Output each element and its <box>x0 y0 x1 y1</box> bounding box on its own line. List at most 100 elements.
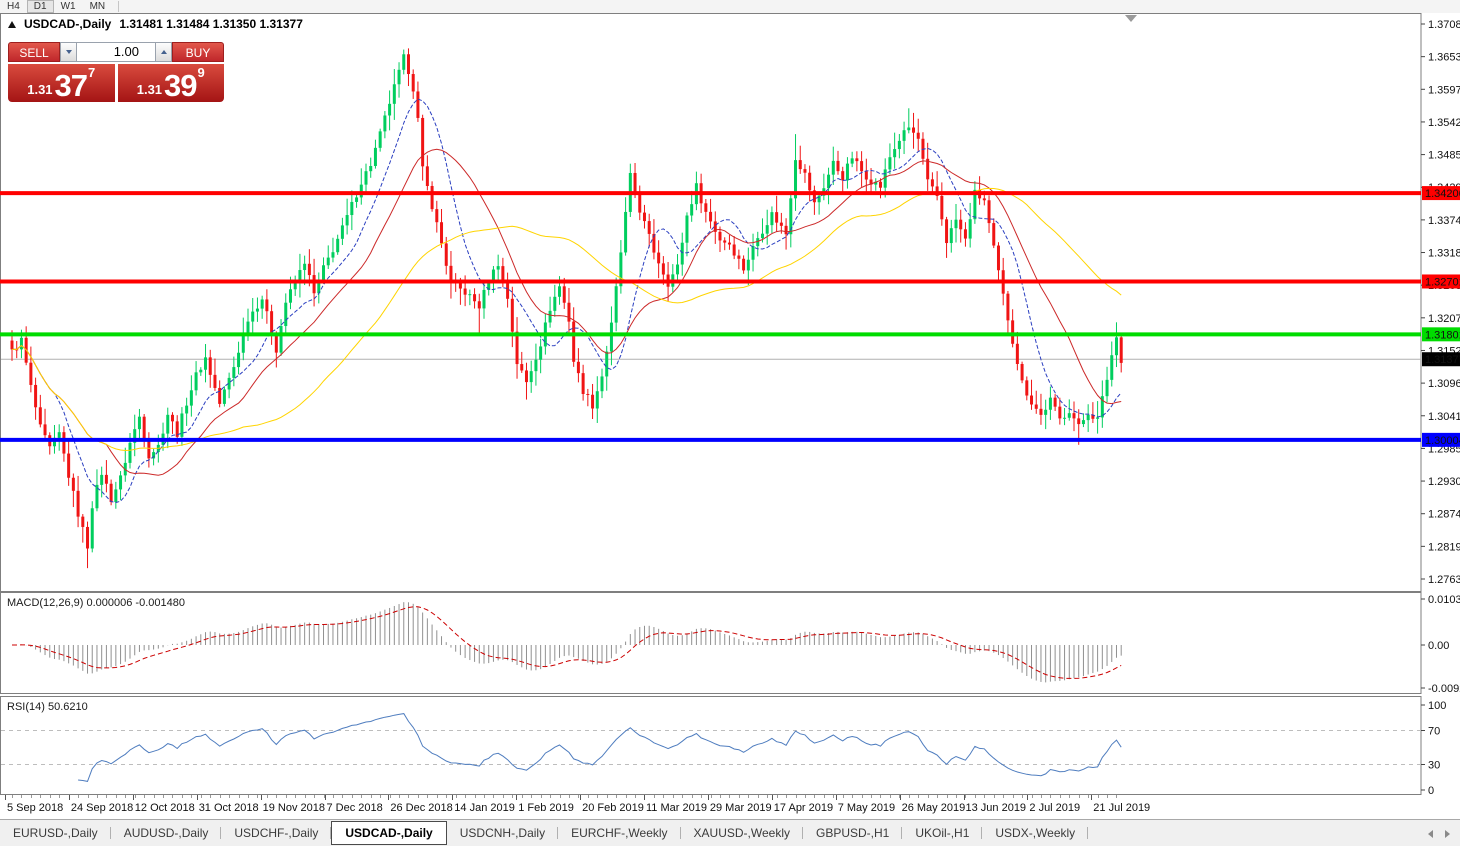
time-tick <box>965 795 967 798</box>
svg-text:100: 100 <box>1428 700 1446 712</box>
time-tick <box>219 795 221 798</box>
time-tick <box>96 795 98 798</box>
time-tick <box>210 795 212 798</box>
date-label: 7 Dec 2018 <box>326 802 383 814</box>
time-tick <box>635 795 637 798</box>
date-label: 7 May 2019 <box>837 802 896 814</box>
time-tick <box>115 795 117 798</box>
date-label: 11 Mar 2019 <box>646 802 707 814</box>
time-tick <box>436 795 438 798</box>
time-tick <box>1031 795 1033 798</box>
date-label: 29 Mar 2019 <box>709 802 772 814</box>
time-tick <box>842 795 844 798</box>
date-label: 14 Jan 2019 <box>454 802 515 814</box>
tab-xauusd-weekly[interactable]: XAUUSD-,Weekly <box>681 823 804 843</box>
time-tick <box>946 795 948 798</box>
macd-panel-canvas[interactable]: 0.010311 0.00 -0.009203 <box>0 592 1460 694</box>
tab-scroll-right-icon[interactable] <box>1445 829 1450 838</box>
time-tick <box>1097 795 1099 798</box>
svg-text:1.27635: 1.27635 <box>1428 574 1460 586</box>
time-tick <box>1050 795 1052 798</box>
svg-text:1.33185: 1.33185 <box>1428 248 1460 260</box>
time-tick <box>314 795 316 798</box>
tab-scroll-left-icon[interactable] <box>1428 829 1433 838</box>
time-tick <box>144 795 146 798</box>
time-tick <box>738 795 740 798</box>
svg-text:1.30004: 1.30004 <box>1425 435 1460 447</box>
buy-price-pip: 9 <box>197 65 205 80</box>
volume-input[interactable]: 1.00 <box>77 42 155 62</box>
time-tick <box>908 795 910 798</box>
time-tick <box>720 795 721 798</box>
date-label: 26 Dec 2018 <box>390 802 453 814</box>
time-tick <box>1040 795 1042 798</box>
time-tick <box>1003 795 1005 798</box>
svg-text:-0.009203: -0.009203 <box>1428 683 1460 694</box>
date-label: 17 Apr 2019 <box>773 802 834 814</box>
timeframe-mn[interactable]: MN <box>89 1 106 12</box>
time-tick-major <box>132 795 134 800</box>
time-axis[interactable]: 5 Sep 2018 24 Sep 2018 12 Oct 2018 31 Oct 2… <box>0 795 1421 819</box>
time-tick <box>597 795 599 798</box>
buy-button[interactable]: BUY <box>172 42 224 62</box>
tab-audusd-daily[interactable]: AUDUSD-,Daily <box>111 823 222 843</box>
time-tick <box>1078 795 1080 798</box>
time-tick <box>332 795 334 798</box>
volume-decrease-button[interactable] <box>60 42 77 62</box>
tab-eurchf-weekly[interactable]: EURCHF-,Weekly <box>558 823 681 843</box>
sell-price-prefix: 1.31 <box>27 82 53 97</box>
time-tick <box>1059 795 1061 798</box>
time-tick <box>521 795 523 798</box>
tab-gbpusd-h1[interactable]: GBPUSD-,H1 <box>803 823 903 843</box>
time-tick <box>474 795 476 798</box>
timeframe-w1[interactable]: W1 <box>60 1 76 12</box>
sell-button[interactable]: SELL <box>8 42 60 62</box>
svg-text:0: 0 <box>1428 785 1434 795</box>
time-tick <box>767 795 769 798</box>
time-tick-major <box>388 795 390 800</box>
date-label: 26 May 2019 <box>901 802 966 814</box>
tab-scroll-controls <box>1428 820 1450 846</box>
volume-increase-button[interactable] <box>155 42 172 62</box>
tab-usdcnh-daily[interactable]: USDCNH-,Daily <box>447 823 559 843</box>
time-tick-major <box>644 795 645 800</box>
buy-price-panel[interactable]: 1.31 39 9 <box>117 64 224 102</box>
time-tick-major <box>5 795 6 800</box>
spinner-up-icon <box>160 50 167 54</box>
date-label: 20 Feb 2019 <box>582 802 644 814</box>
time-tick <box>493 795 495 798</box>
svg-text:1.31377: 1.31377 <box>1425 354 1460 366</box>
time-tick <box>578 795 580 798</box>
sell-price-panel[interactable]: 1.31 37 7 <box>8 64 115 102</box>
svg-text:1.37085: 1.37085 <box>1428 19 1460 31</box>
time-tick <box>304 795 306 798</box>
main-chart-canvas[interactable]: 1.37085 1.36530 1.35975 1.35420 1.34850 1.342… <box>0 13 1460 592</box>
buy-price-prefix: 1.31 <box>136 82 163 97</box>
time-tick <box>795 795 797 798</box>
rsi-header: RSI(14) 50.6210 <box>7 701 88 713</box>
time-tick <box>729 795 731 798</box>
timeframe-d1[interactable]: D1 <box>26 0 54 13</box>
time-tick <box>1069 795 1071 798</box>
date-label: 5 Sep 2018 <box>7 802 64 814</box>
svg-text:1.28190: 1.28190 <box>1428 541 1460 553</box>
svg-text:1.29300: 1.29300 <box>1428 476 1460 488</box>
time-tick <box>21 795 23 798</box>
tab-usdchf-daily[interactable]: USDCHF-,Daily <box>221 823 332 843</box>
chart-tab-bar: EURUSD-,Daily AUDUSD-,Daily USDCHF-,Daily U… <box>0 819 1460 846</box>
tab-ukoil-h1[interactable]: UKOil-,H1 <box>902 823 983 843</box>
timeframe-h4[interactable]: H4 <box>7 1 20 12</box>
rsi-panel-canvas[interactable]: 100 70 30 0 <box>0 696 1460 795</box>
tab-usdx-weekly[interactable]: USDX-,Weekly <box>982 823 1088 843</box>
time-tick <box>625 795 627 798</box>
time-tick <box>229 795 231 798</box>
time-tick <box>389 795 391 798</box>
tab-usdcad-daily[interactable]: USDCAD-,Daily <box>331 821 447 845</box>
collapse-panel-icon[interactable] <box>8 20 16 28</box>
time-tick <box>427 795 429 798</box>
time-tick <box>30 795 32 798</box>
time-tick <box>323 795 325 798</box>
date-label: 21 Jul 2019 <box>1093 802 1151 814</box>
date-label: 12 Oct 2018 <box>134 802 195 814</box>
tab-eurusd-daily[interactable]: EURUSD-,Daily <box>0 823 111 843</box>
